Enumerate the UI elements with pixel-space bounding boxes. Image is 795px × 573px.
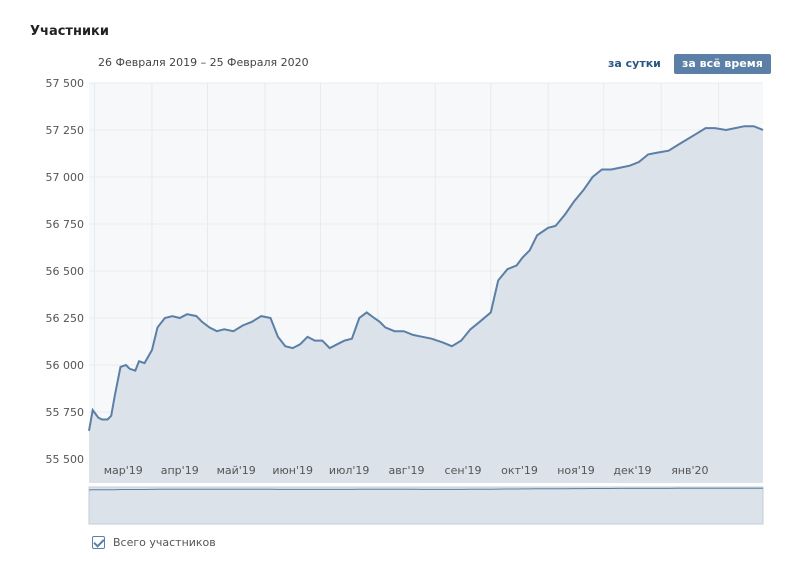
y-tick-label: 57 000 [46,171,85,184]
series-area [89,126,763,483]
y-tick-label: 57 500 [46,77,85,90]
navigator-track[interactable] [88,486,764,525]
chart-title: Участники [30,24,109,39]
x-tick-label: ноя'19 [557,464,595,477]
y-tick-label: 56 000 [46,359,85,372]
x-axis-ticks: мар'19 апр'19 май'19 июн'19 июл'19 авг'19 сен'… [104,464,709,477]
x-tick-label: янв'20 [671,464,708,477]
y-tick-label: 55 500 [46,453,85,466]
y-tick-label: 56 250 [46,312,85,325]
y-tick-label: 57 250 [46,124,85,137]
range-navigator[interactable] [88,486,764,525]
y-axis-ticks: 55 500 55 750 56 000 56 250 56 500 56 750 57 0… [46,77,85,466]
y-tick-label: 56 500 [46,265,85,278]
y-tick-label: 55 750 [46,406,85,419]
legend: Всего участников [92,536,216,549]
x-tick-label: апр'19 [161,464,199,477]
x-tick-label: июл'19 [329,464,369,477]
series-line [88,125,764,431]
x-tick-label: сен'19 [445,464,482,477]
legend-label: Всего участников [113,536,216,549]
x-tick-label: мар'19 [104,464,143,477]
x-tick-label: июн'19 [272,464,313,477]
period-all-time-button[interactable]: за всё время [674,54,771,74]
y-tick-label: 56 750 [46,218,85,231]
period-day-button[interactable]: за сутки [608,57,661,70]
x-tick-label: авг'19 [389,464,425,477]
navigator-line [88,487,764,491]
x-tick-label: май'19 [217,464,256,477]
date-range-label: 26 Февраля 2019 – 25 Февраля 2020 [98,56,309,69]
legend-checkbox[interactable] [92,536,105,549]
x-tick-label: окт'19 [501,464,538,477]
x-tick-label: дек'19 [613,464,651,477]
